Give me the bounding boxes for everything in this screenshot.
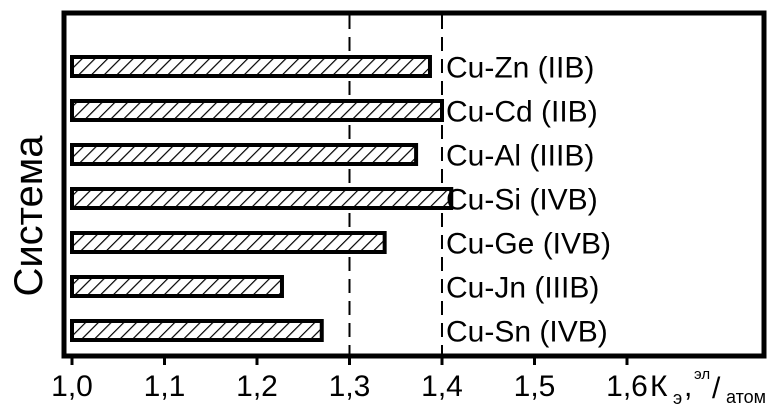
category-labels: Cu-Zn (IIB) Cu-Cd (IIB) Cu-Al (IIIB) Cu-Si … (446, 52, 611, 349)
x-tick-label: 1,0 (51, 370, 93, 403)
x-tick-label: 1,1 (144, 370, 186, 403)
x-tick-label: 1,4 (421, 370, 463, 403)
bar-series (70, 55, 454, 342)
bar (70, 143, 419, 166)
x-tick-label: 1,5 (514, 370, 556, 403)
category-label: Cu-Sn (IVB) (446, 316, 608, 349)
x-axis-title-superscript: эл (694, 366, 710, 383)
bar (70, 231, 387, 254)
bar (70, 55, 432, 78)
x-axis-title-unit: атом (726, 387, 766, 407)
x-axis-title-slash: / (712, 372, 721, 405)
x-tick-label: 1,2 (236, 370, 278, 403)
bar (70, 187, 454, 210)
plot-frame (61, 10, 767, 359)
x-ticks (70, 356, 629, 365)
category-label: Cu-Ge (IVB) (446, 228, 611, 261)
category-label: Cu-Zn (IIB) (446, 52, 594, 85)
x-axis-title-separator: , (684, 370, 692, 403)
x-tick-labels: 1,0 1,1 1,2 1,3 1,4 1,5 1,6 (51, 370, 648, 403)
category-label: Cu-Al (IIIB) (446, 140, 594, 173)
x-axis-title: К э , эл / атом (650, 366, 766, 408)
bar (70, 275, 284, 298)
y-axis-title: Система (7, 135, 51, 297)
category-label: Cu-Jn (IIIB) (446, 272, 599, 305)
bar (70, 319, 324, 342)
x-axis-title-subscript: э (673, 388, 682, 408)
x-tick-label: 1,3 (329, 370, 371, 403)
x-tick-label: 1,6 (606, 370, 648, 403)
category-label: Cu-Cd (IIB) (446, 96, 598, 129)
bar (70, 99, 444, 122)
category-label: Cu-Si (IVB) (446, 184, 598, 217)
x-axis-title-main: К (650, 370, 668, 403)
